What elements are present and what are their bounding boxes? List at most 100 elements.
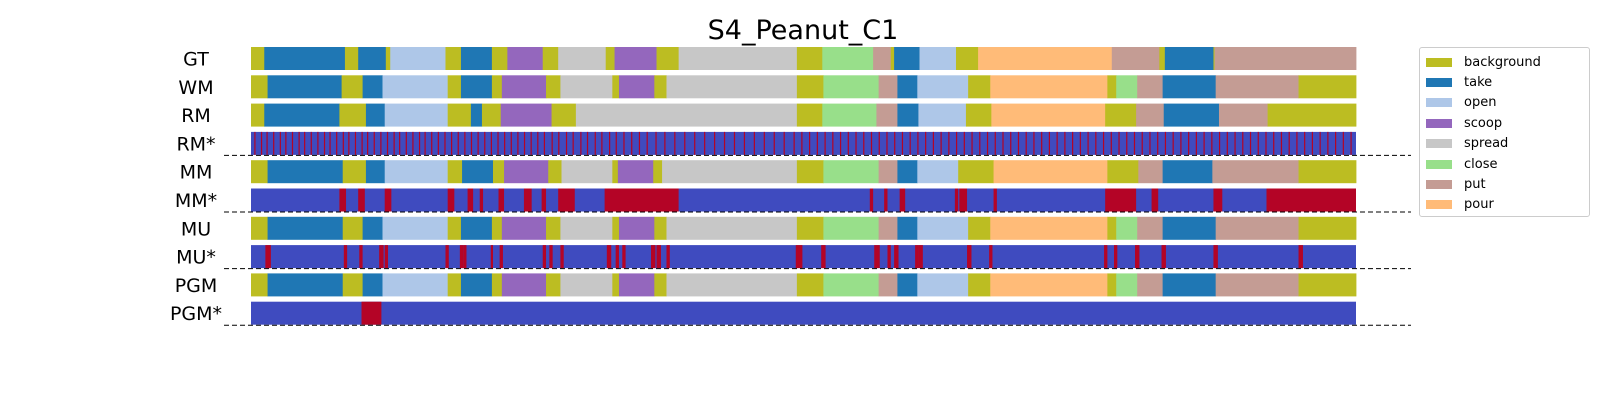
error-mark — [646, 131, 648, 155]
segment-background — [251, 273, 268, 297]
error-mark — [1249, 131, 1252, 155]
error-mark — [424, 131, 426, 155]
error-mark — [869, 188, 874, 212]
correct-band — [251, 245, 1356, 269]
error-mark — [431, 131, 433, 155]
error-mark — [655, 131, 657, 155]
segment-background — [654, 75, 667, 99]
error-mark — [1033, 131, 1035, 155]
legend-label: scoop — [1464, 115, 1503, 131]
error-mark — [510, 131, 512, 155]
segment-scoop — [617, 160, 654, 184]
error-mark — [542, 245, 547, 269]
error-mark — [1213, 188, 1223, 212]
segment-background — [968, 75, 991, 99]
error-mark — [713, 131, 716, 155]
segment-close — [822, 103, 877, 127]
error-mark — [809, 131, 811, 155]
error-mark — [291, 131, 294, 155]
error-mark — [1257, 131, 1259, 155]
row-label: PGM* — [170, 303, 222, 325]
row-label: GT — [183, 49, 209, 71]
segment-scoop — [618, 216, 655, 240]
error-mark — [743, 131, 746, 155]
segment-open — [918, 103, 967, 127]
segment-background — [968, 273, 991, 297]
error-mark — [801, 131, 803, 155]
segment-close — [823, 160, 880, 184]
error-mark — [1072, 131, 1074, 155]
error-mark — [451, 131, 453, 155]
legend-item-open: open — [1426, 93, 1583, 113]
segment-put — [1137, 273, 1164, 297]
error-mark — [467, 188, 474, 212]
segment-background — [796, 103, 823, 127]
error-mark — [1211, 131, 1213, 155]
error-mark — [279, 131, 281, 155]
segment-take — [267, 273, 344, 297]
error-mark — [656, 245, 661, 269]
error-mark — [565, 131, 568, 155]
segment-put — [1215, 273, 1299, 297]
error-mark — [339, 188, 347, 212]
error-mark — [463, 245, 467, 269]
error-mark — [342, 131, 344, 155]
error-mark — [537, 131, 539, 155]
segment-put — [878, 216, 898, 240]
error-mark — [884, 188, 888, 212]
legend-label: close — [1464, 156, 1498, 172]
segment-open — [917, 75, 969, 99]
error-mark — [530, 131, 532, 155]
error-mark — [1350, 131, 1352, 155]
segment-take — [897, 160, 918, 184]
row-rm-errors: RM* — [176, 131, 1411, 156]
segment-spread — [678, 47, 798, 70]
error-mark — [1135, 245, 1140, 269]
error-mark — [379, 245, 384, 269]
error-mark — [855, 131, 857, 155]
segment-open — [919, 47, 957, 70]
segment-take — [1162, 75, 1217, 99]
error-mark — [517, 131, 519, 155]
segment-take — [470, 103, 483, 127]
segment-background — [1107, 216, 1117, 240]
error-mark — [917, 131, 919, 155]
segment-take — [1162, 160, 1213, 184]
segment-open — [384, 160, 449, 184]
error-mark — [694, 131, 696, 155]
error-mark — [989, 245, 993, 269]
error-mark — [684, 131, 686, 155]
error-mark — [373, 131, 375, 155]
error-mark — [909, 131, 911, 155]
segment-background — [955, 47, 979, 70]
row-mu-errors: MU* — [176, 245, 1411, 270]
correct-band — [251, 188, 1356, 212]
segment-take — [264, 103, 340, 127]
legend-label: put — [1464, 177, 1486, 193]
row-label: PGM — [175, 275, 218, 297]
error-mark — [523, 131, 526, 155]
segment-take — [462, 160, 494, 184]
segment-close — [1116, 75, 1138, 99]
error-mark — [1157, 131, 1159, 155]
segment-background — [342, 273, 364, 297]
legend-label: pour — [1464, 197, 1494, 213]
segment-pour — [990, 273, 1108, 297]
segment-background — [653, 160, 663, 184]
error-mark — [605, 188, 679, 212]
error-mark — [1118, 131, 1120, 155]
error-mark — [1104, 245, 1108, 269]
segment-background — [1107, 160, 1139, 184]
segment-background — [491, 273, 503, 297]
error-mark — [558, 188, 575, 212]
segment-background — [542, 47, 559, 70]
segment-background — [958, 160, 994, 184]
segment-spread — [666, 273, 798, 297]
segment-background — [251, 47, 265, 70]
error-mark — [1335, 131, 1337, 155]
error-mark — [497, 131, 499, 155]
error-mark — [523, 188, 532, 212]
segment-spread — [575, 103, 798, 127]
segment-pour — [990, 216, 1108, 240]
